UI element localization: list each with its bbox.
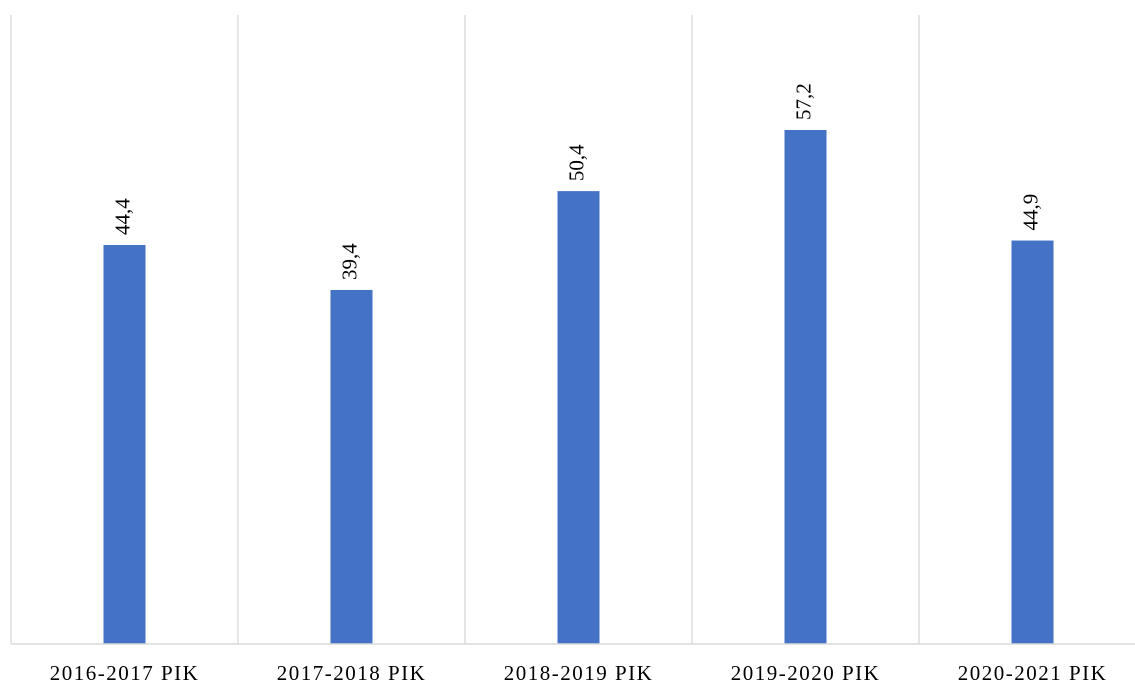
data-label: 44,9 bbox=[1018, 194, 1042, 231]
x-tick-label: 2019-2020 PIK bbox=[731, 661, 881, 685]
data-label: 44,4 bbox=[110, 198, 134, 235]
bar bbox=[1011, 240, 1054, 644]
data-label: 50,4 bbox=[564, 144, 588, 181]
data-label: 57,2 bbox=[791, 83, 815, 120]
bar bbox=[103, 245, 146, 644]
x-tick-label: 2018-2019 PIK bbox=[504, 661, 654, 685]
x-tick-label: 2016-2017 PIK bbox=[50, 661, 200, 685]
x-tick-label: 2017-2018 PIK bbox=[277, 661, 427, 685]
bar bbox=[784, 130, 827, 644]
data-label: 39,4 bbox=[337, 243, 361, 280]
bar bbox=[557, 191, 600, 644]
x-tick-label: 2020-2021 PIK bbox=[958, 661, 1108, 685]
bar bbox=[330, 289, 373, 644]
